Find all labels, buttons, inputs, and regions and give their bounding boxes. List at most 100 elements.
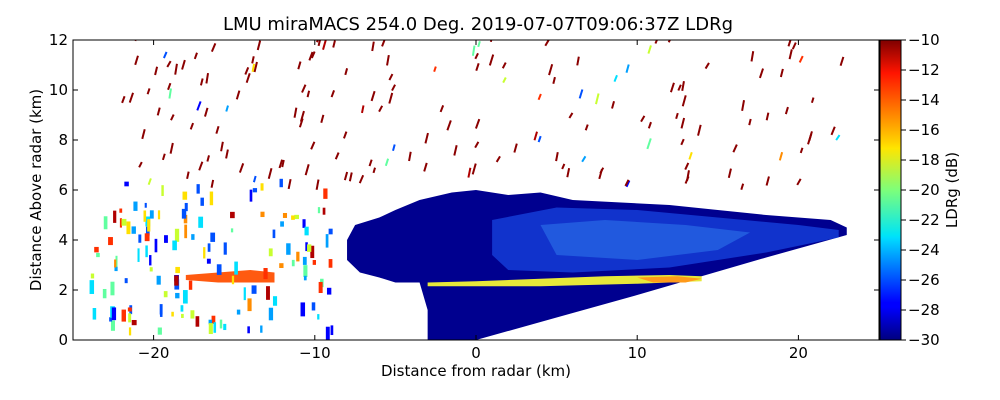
colorbar-tick-label: −28	[908, 301, 940, 319]
y-tick-label: 8	[58, 131, 68, 149]
echo-streak	[332, 40, 336, 48]
echo-cell	[208, 319, 213, 325]
echo-streak	[210, 42, 217, 53]
echo-streak	[154, 66, 159, 76]
echo-cell	[326, 287, 332, 295]
echo-streak	[384, 158, 390, 167]
echo-cell	[211, 315, 216, 324]
echo-streak	[640, 115, 646, 123]
echo-streak	[344, 68, 349, 76]
echo-cell	[119, 218, 122, 228]
echo-streak	[253, 61, 258, 73]
echo-streak	[495, 155, 501, 163]
y-tick-label: 0	[58, 331, 68, 349]
colorbar-tick-label: −26	[908, 271, 940, 289]
echo-cell	[323, 188, 328, 199]
echo-streak	[807, 133, 813, 145]
echo-cell	[291, 215, 295, 220]
echo-cell	[183, 214, 188, 224]
echo-streak	[146, 88, 151, 95]
echo-cell	[260, 325, 263, 333]
echo-streak	[625, 64, 630, 73]
echo-cell	[330, 325, 334, 336]
colorbar-tick-label: −22	[908, 211, 940, 229]
echo-streak	[748, 118, 752, 126]
echo-streak	[205, 72, 210, 84]
echo-cell	[145, 245, 148, 258]
echo-cell	[157, 327, 162, 335]
echo-cell	[154, 238, 158, 253]
echo-cell	[300, 302, 306, 317]
echo-cell	[249, 189, 253, 202]
echo-streak	[477, 40, 481, 48]
echo-cell	[209, 191, 214, 206]
x-axis: −20 −10 0 10 20	[138, 40, 808, 362]
echo-cell	[126, 221, 131, 235]
colorbar-tick-label: −12	[908, 61, 940, 79]
echo-cell	[159, 304, 163, 315]
echo-cell	[302, 256, 307, 265]
cloud-texture-region	[492, 207, 839, 273]
echo-streak	[169, 142, 174, 154]
echo-streak	[343, 131, 348, 139]
echo-cell	[272, 296, 278, 306]
echo-streak	[301, 84, 307, 93]
echo-cell	[303, 275, 307, 281]
echo-cell	[317, 314, 320, 320]
echo-streak	[513, 143, 518, 153]
echo-streak	[199, 78, 204, 86]
colorbar-ticks: −30 −28 −26 −24 −22 −20 −18 −16 −14 −12 −10	[901, 31, 940, 349]
echo-streak	[168, 88, 172, 99]
echo-streak	[439, 104, 445, 113]
echo-streak	[304, 164, 310, 176]
echo-streak	[501, 62, 507, 69]
echo-streak	[281, 159, 285, 168]
echo-cell	[272, 229, 276, 239]
echo-cell	[294, 214, 299, 220]
echo-streak	[310, 51, 316, 59]
x-tick-label: 10	[628, 344, 647, 362]
echo-cell	[110, 281, 115, 296]
echo-cell	[89, 280, 95, 294]
echo-cell	[303, 265, 308, 278]
echo-cell	[163, 291, 168, 298]
echo-streak	[578, 89, 584, 99]
echo-cell	[188, 280, 193, 290]
echo-cell	[196, 184, 200, 194]
echo-streak	[791, 42, 797, 50]
echo-cell	[108, 237, 113, 246]
echo-cell	[231, 275, 235, 285]
echo-cell	[236, 309, 241, 315]
echo-streak	[297, 61, 302, 70]
echo-cell	[115, 255, 118, 268]
echo-cell	[266, 286, 270, 300]
echo-streak	[839, 56, 845, 66]
echo-streak	[256, 40, 262, 51]
echo-cell	[172, 240, 177, 251]
y-tick-label: 6	[58, 181, 68, 199]
echo-cell	[243, 287, 246, 301]
echo-cell	[102, 288, 107, 299]
echo-streak	[316, 40, 319, 43]
echo-cell	[111, 307, 117, 321]
echo-cell	[121, 309, 126, 322]
echo-cell	[291, 259, 295, 267]
echo-streak	[704, 62, 710, 70]
echo-cell	[94, 246, 99, 253]
echo-cell	[175, 292, 180, 299]
echo-cell	[92, 308, 97, 320]
colorbar	[879, 39, 902, 341]
echo-streak	[684, 162, 690, 171]
echo-streak	[779, 68, 784, 78]
echo-cell	[325, 234, 329, 248]
echo-streak	[370, 90, 376, 102]
echo-cell	[144, 233, 150, 242]
echo-streak	[251, 56, 255, 64]
echo-cell	[328, 259, 333, 268]
echo-streak	[310, 141, 316, 150]
echo-streak	[156, 107, 161, 116]
echo-cell	[280, 221, 284, 227]
echo-streak	[624, 179, 630, 187]
